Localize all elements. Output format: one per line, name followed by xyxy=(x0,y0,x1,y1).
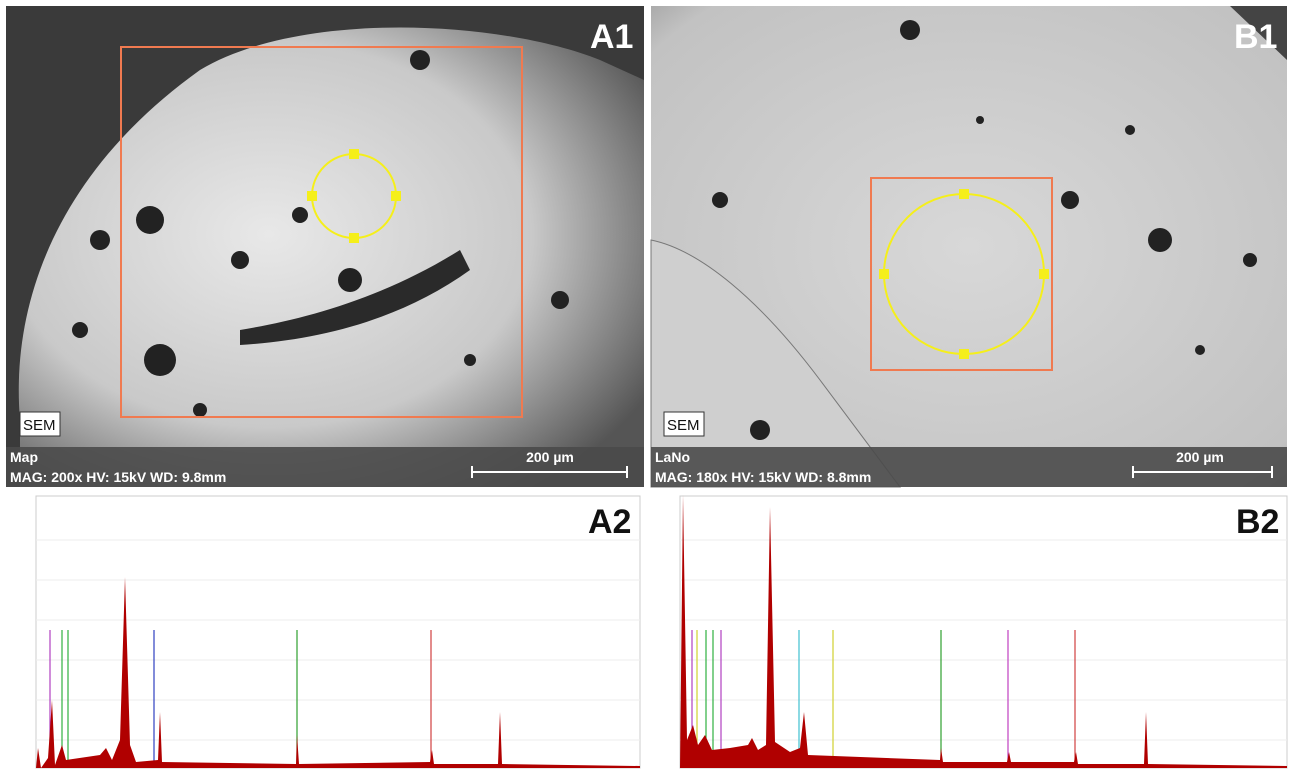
panel-label: A2 xyxy=(588,503,631,541)
detector-badge: SEM xyxy=(23,417,56,434)
panel-label: A1 xyxy=(590,18,633,56)
panel-label: B1 xyxy=(1234,18,1277,56)
image-title: LaNo xyxy=(655,449,690,465)
image-params: MAG: 180x HV: 15kV WD: 8.8mm xyxy=(655,469,871,485)
scale-label: 200 µm xyxy=(1176,449,1224,465)
figure: SEM A1 Map MAG: 200x HV: 15kV WD: 9.8mm … xyxy=(0,0,1290,772)
sem-image-a1: SEM A1 Map MAG: 200x HV: 15kV WD: 9.8mm … xyxy=(6,6,644,487)
image-params: MAG: 200x HV: 15kV WD: 9.8mm xyxy=(10,469,226,485)
panel-label: B2 xyxy=(1236,503,1279,541)
sem-image-b1: SEM B1 LaNo MAG: 180x HV: 15kV WD: 8.8mm… xyxy=(651,6,1287,487)
spectrum-a2: A2 xyxy=(36,496,640,768)
scale-label: 200 µm xyxy=(526,449,574,465)
image-title: Map xyxy=(10,449,38,465)
detector-badge: SEM xyxy=(667,417,700,434)
spectrum-b2: B2 xyxy=(680,495,1287,768)
